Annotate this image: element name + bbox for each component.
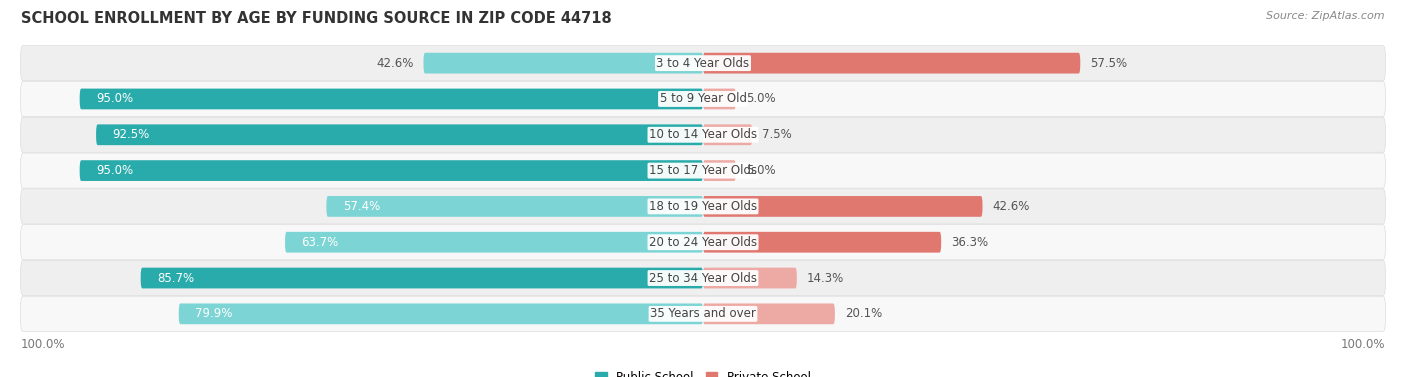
Text: 7.5%: 7.5% [762, 128, 792, 141]
FancyBboxPatch shape [21, 296, 1385, 331]
Text: 100.0%: 100.0% [1341, 338, 1385, 351]
FancyBboxPatch shape [21, 225, 1385, 260]
Text: 57.4%: 57.4% [343, 200, 380, 213]
Text: 42.6%: 42.6% [377, 57, 413, 70]
FancyBboxPatch shape [703, 303, 835, 324]
Text: 20 to 24 Year Olds: 20 to 24 Year Olds [650, 236, 756, 249]
FancyBboxPatch shape [96, 124, 703, 145]
Text: 35 Years and over: 35 Years and over [650, 307, 756, 320]
FancyBboxPatch shape [21, 46, 1385, 81]
FancyBboxPatch shape [21, 81, 1385, 116]
FancyBboxPatch shape [285, 232, 703, 253]
FancyBboxPatch shape [21, 117, 1385, 152]
Legend: Public School, Private School: Public School, Private School [591, 366, 815, 377]
FancyBboxPatch shape [703, 89, 735, 109]
FancyBboxPatch shape [21, 153, 1385, 188]
Text: 100.0%: 100.0% [21, 338, 65, 351]
Text: SCHOOL ENROLLMENT BY AGE BY FUNDING SOURCE IN ZIP CODE 44718: SCHOOL ENROLLMENT BY AGE BY FUNDING SOUR… [21, 11, 612, 26]
FancyBboxPatch shape [703, 53, 1080, 74]
FancyBboxPatch shape [326, 196, 703, 217]
Text: 5 to 9 Year Old: 5 to 9 Year Old [659, 92, 747, 106]
Text: 85.7%: 85.7% [157, 271, 194, 285]
FancyBboxPatch shape [21, 261, 1385, 296]
Text: 42.6%: 42.6% [993, 200, 1029, 213]
FancyBboxPatch shape [703, 160, 735, 181]
FancyBboxPatch shape [703, 196, 983, 217]
FancyBboxPatch shape [80, 160, 703, 181]
Text: 15 to 17 Year Olds: 15 to 17 Year Olds [650, 164, 756, 177]
Text: 20.1%: 20.1% [845, 307, 882, 320]
FancyBboxPatch shape [179, 303, 703, 324]
Text: Source: ZipAtlas.com: Source: ZipAtlas.com [1267, 11, 1385, 21]
Text: 63.7%: 63.7% [301, 236, 339, 249]
Text: 18 to 19 Year Olds: 18 to 19 Year Olds [650, 200, 756, 213]
Text: 92.5%: 92.5% [112, 128, 149, 141]
Text: 95.0%: 95.0% [96, 164, 134, 177]
Text: 57.5%: 57.5% [1090, 57, 1128, 70]
FancyBboxPatch shape [703, 268, 797, 288]
Text: 79.9%: 79.9% [195, 307, 232, 320]
FancyBboxPatch shape [423, 53, 703, 74]
Text: 36.3%: 36.3% [950, 236, 988, 249]
Text: 10 to 14 Year Olds: 10 to 14 Year Olds [650, 128, 756, 141]
Text: 25 to 34 Year Olds: 25 to 34 Year Olds [650, 271, 756, 285]
Text: 3 to 4 Year Olds: 3 to 4 Year Olds [657, 57, 749, 70]
FancyBboxPatch shape [141, 268, 703, 288]
FancyBboxPatch shape [80, 89, 703, 109]
FancyBboxPatch shape [21, 189, 1385, 224]
Text: 14.3%: 14.3% [807, 271, 844, 285]
Text: 95.0%: 95.0% [96, 92, 134, 106]
Text: 5.0%: 5.0% [745, 92, 775, 106]
Text: 5.0%: 5.0% [745, 164, 775, 177]
FancyBboxPatch shape [703, 232, 941, 253]
FancyBboxPatch shape [703, 124, 752, 145]
